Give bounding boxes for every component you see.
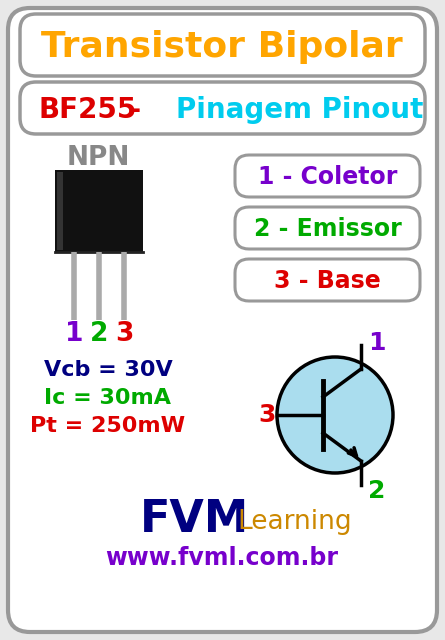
FancyBboxPatch shape [20,82,425,134]
Text: 3: 3 [115,321,133,347]
Text: NPN: NPN [66,145,129,171]
Text: 2: 2 [90,321,108,347]
Text: 2 - Emissor: 2 - Emissor [254,217,401,241]
FancyBboxPatch shape [8,8,437,632]
Text: www.fvml.com.br: www.fvml.com.br [105,546,339,570]
Text: Ic = 30mA: Ic = 30mA [44,388,171,408]
FancyBboxPatch shape [235,207,420,249]
Text: Pinagem Pinout: Pinagem Pinout [176,96,424,124]
Text: Learning: Learning [238,509,352,535]
Text: 1 - Coletor: 1 - Coletor [258,165,397,189]
Text: FVM: FVM [140,499,250,541]
Text: BF255: BF255 [39,96,137,124]
Bar [57,172,63,250]
Bar [55,170,143,252]
Text: 2: 2 [368,479,386,503]
FancyBboxPatch shape [235,155,420,197]
FancyBboxPatch shape [20,14,425,76]
Text: 1: 1 [65,321,83,347]
Text: Pt = 250mW: Pt = 250mW [30,416,186,436]
Text: 3 - Base: 3 - Base [274,269,381,293]
Text: 1: 1 [368,331,386,355]
Text: -: - [120,96,151,124]
FancyBboxPatch shape [235,259,420,301]
Text: Transistor Bipolar: Transistor Bipolar [41,30,403,64]
Text: 3: 3 [258,403,276,427]
Text: Vcb = 30V: Vcb = 30V [44,360,172,380]
Circle shape [277,357,393,473]
